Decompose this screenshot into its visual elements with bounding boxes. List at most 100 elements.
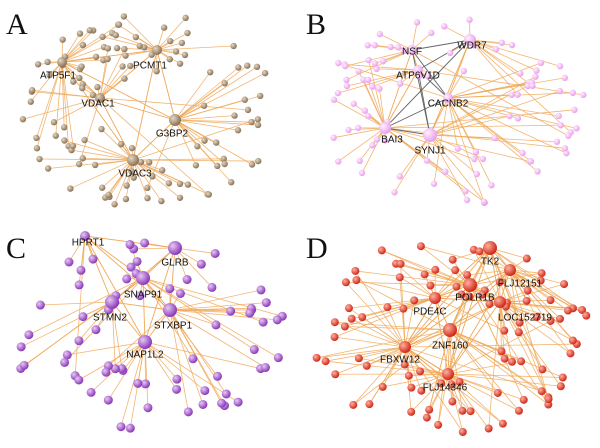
node [188,354,198,364]
node [67,185,74,192]
hub-node [136,271,150,285]
node [340,322,349,331]
node [200,386,210,396]
node [442,168,449,175]
node [248,118,255,126]
node [175,288,185,298]
edge [28,277,144,336]
hub-node [463,278,477,292]
edge [108,159,134,196]
node [404,371,413,380]
hub-edge [384,49,413,129]
node [256,285,266,295]
edge [169,309,204,405]
node [356,157,363,165]
edge [78,341,146,381]
node [538,365,547,374]
node [514,91,521,98]
edge [509,269,551,301]
hub-node [169,114,181,126]
hub-edge [132,119,176,161]
edge [333,127,386,139]
hub-edge [447,269,511,375]
edge [424,274,471,286]
edge [144,341,261,369]
node [484,424,493,433]
edge [399,134,431,177]
hub-node [399,341,411,353]
node [35,300,45,310]
edge [447,373,563,378]
node [369,142,376,149]
node [221,160,228,168]
edge [447,97,492,186]
hub-edge [449,284,471,331]
node [245,308,255,318]
edge [144,341,177,390]
node [165,180,173,187]
node [519,149,526,157]
hub-edge [111,301,146,343]
node [312,353,321,362]
node [560,280,569,289]
node [104,45,112,52]
node [253,63,261,71]
node-label: ZNF160 [432,341,469,352]
node-label: GLRB [161,258,189,269]
node [19,116,27,123]
node-label: PDE4C [413,307,446,318]
edge [361,127,386,174]
edge [108,309,171,367]
edge [447,373,498,394]
node [184,181,192,188]
node-label: PCMT1 [133,61,167,72]
hub-edge [417,69,449,99]
edge [420,245,471,286]
edge [334,297,436,338]
node [364,42,371,49]
hub-node [127,154,139,166]
node [447,49,454,57]
node [167,37,174,45]
node [78,63,85,70]
node [149,173,156,180]
edge [335,346,406,375]
node [74,375,84,385]
node [99,33,106,40]
edge [429,134,478,175]
node [52,132,59,139]
hub-node [57,57,67,67]
edge [99,48,125,99]
edge [509,269,561,320]
node [178,39,186,47]
hub-edge [404,247,491,348]
node [354,124,362,132]
edge [61,59,104,63]
node [500,326,509,335]
node [537,59,545,67]
node [557,121,564,129]
node [221,389,231,399]
node-label: FLJ14346 [423,383,468,394]
node-label: FLJ12151 [498,279,543,290]
node [407,383,416,392]
edge [99,65,131,99]
node-label: BAI3 [381,135,403,146]
node [377,246,386,255]
node [233,397,243,407]
edge [120,341,146,427]
panel-letter: C [6,232,26,265]
hub-node [464,34,476,46]
hub-node [105,295,119,309]
edge [174,119,218,167]
edge [509,269,549,400]
node-label: STMN2 [93,313,127,324]
edge [174,71,211,121]
edge [68,235,86,263]
hub-node [429,292,441,304]
panel-letter: D [306,232,328,265]
node [413,19,421,26]
hub-edge [156,49,176,121]
node [123,182,130,189]
edge [142,277,218,377]
